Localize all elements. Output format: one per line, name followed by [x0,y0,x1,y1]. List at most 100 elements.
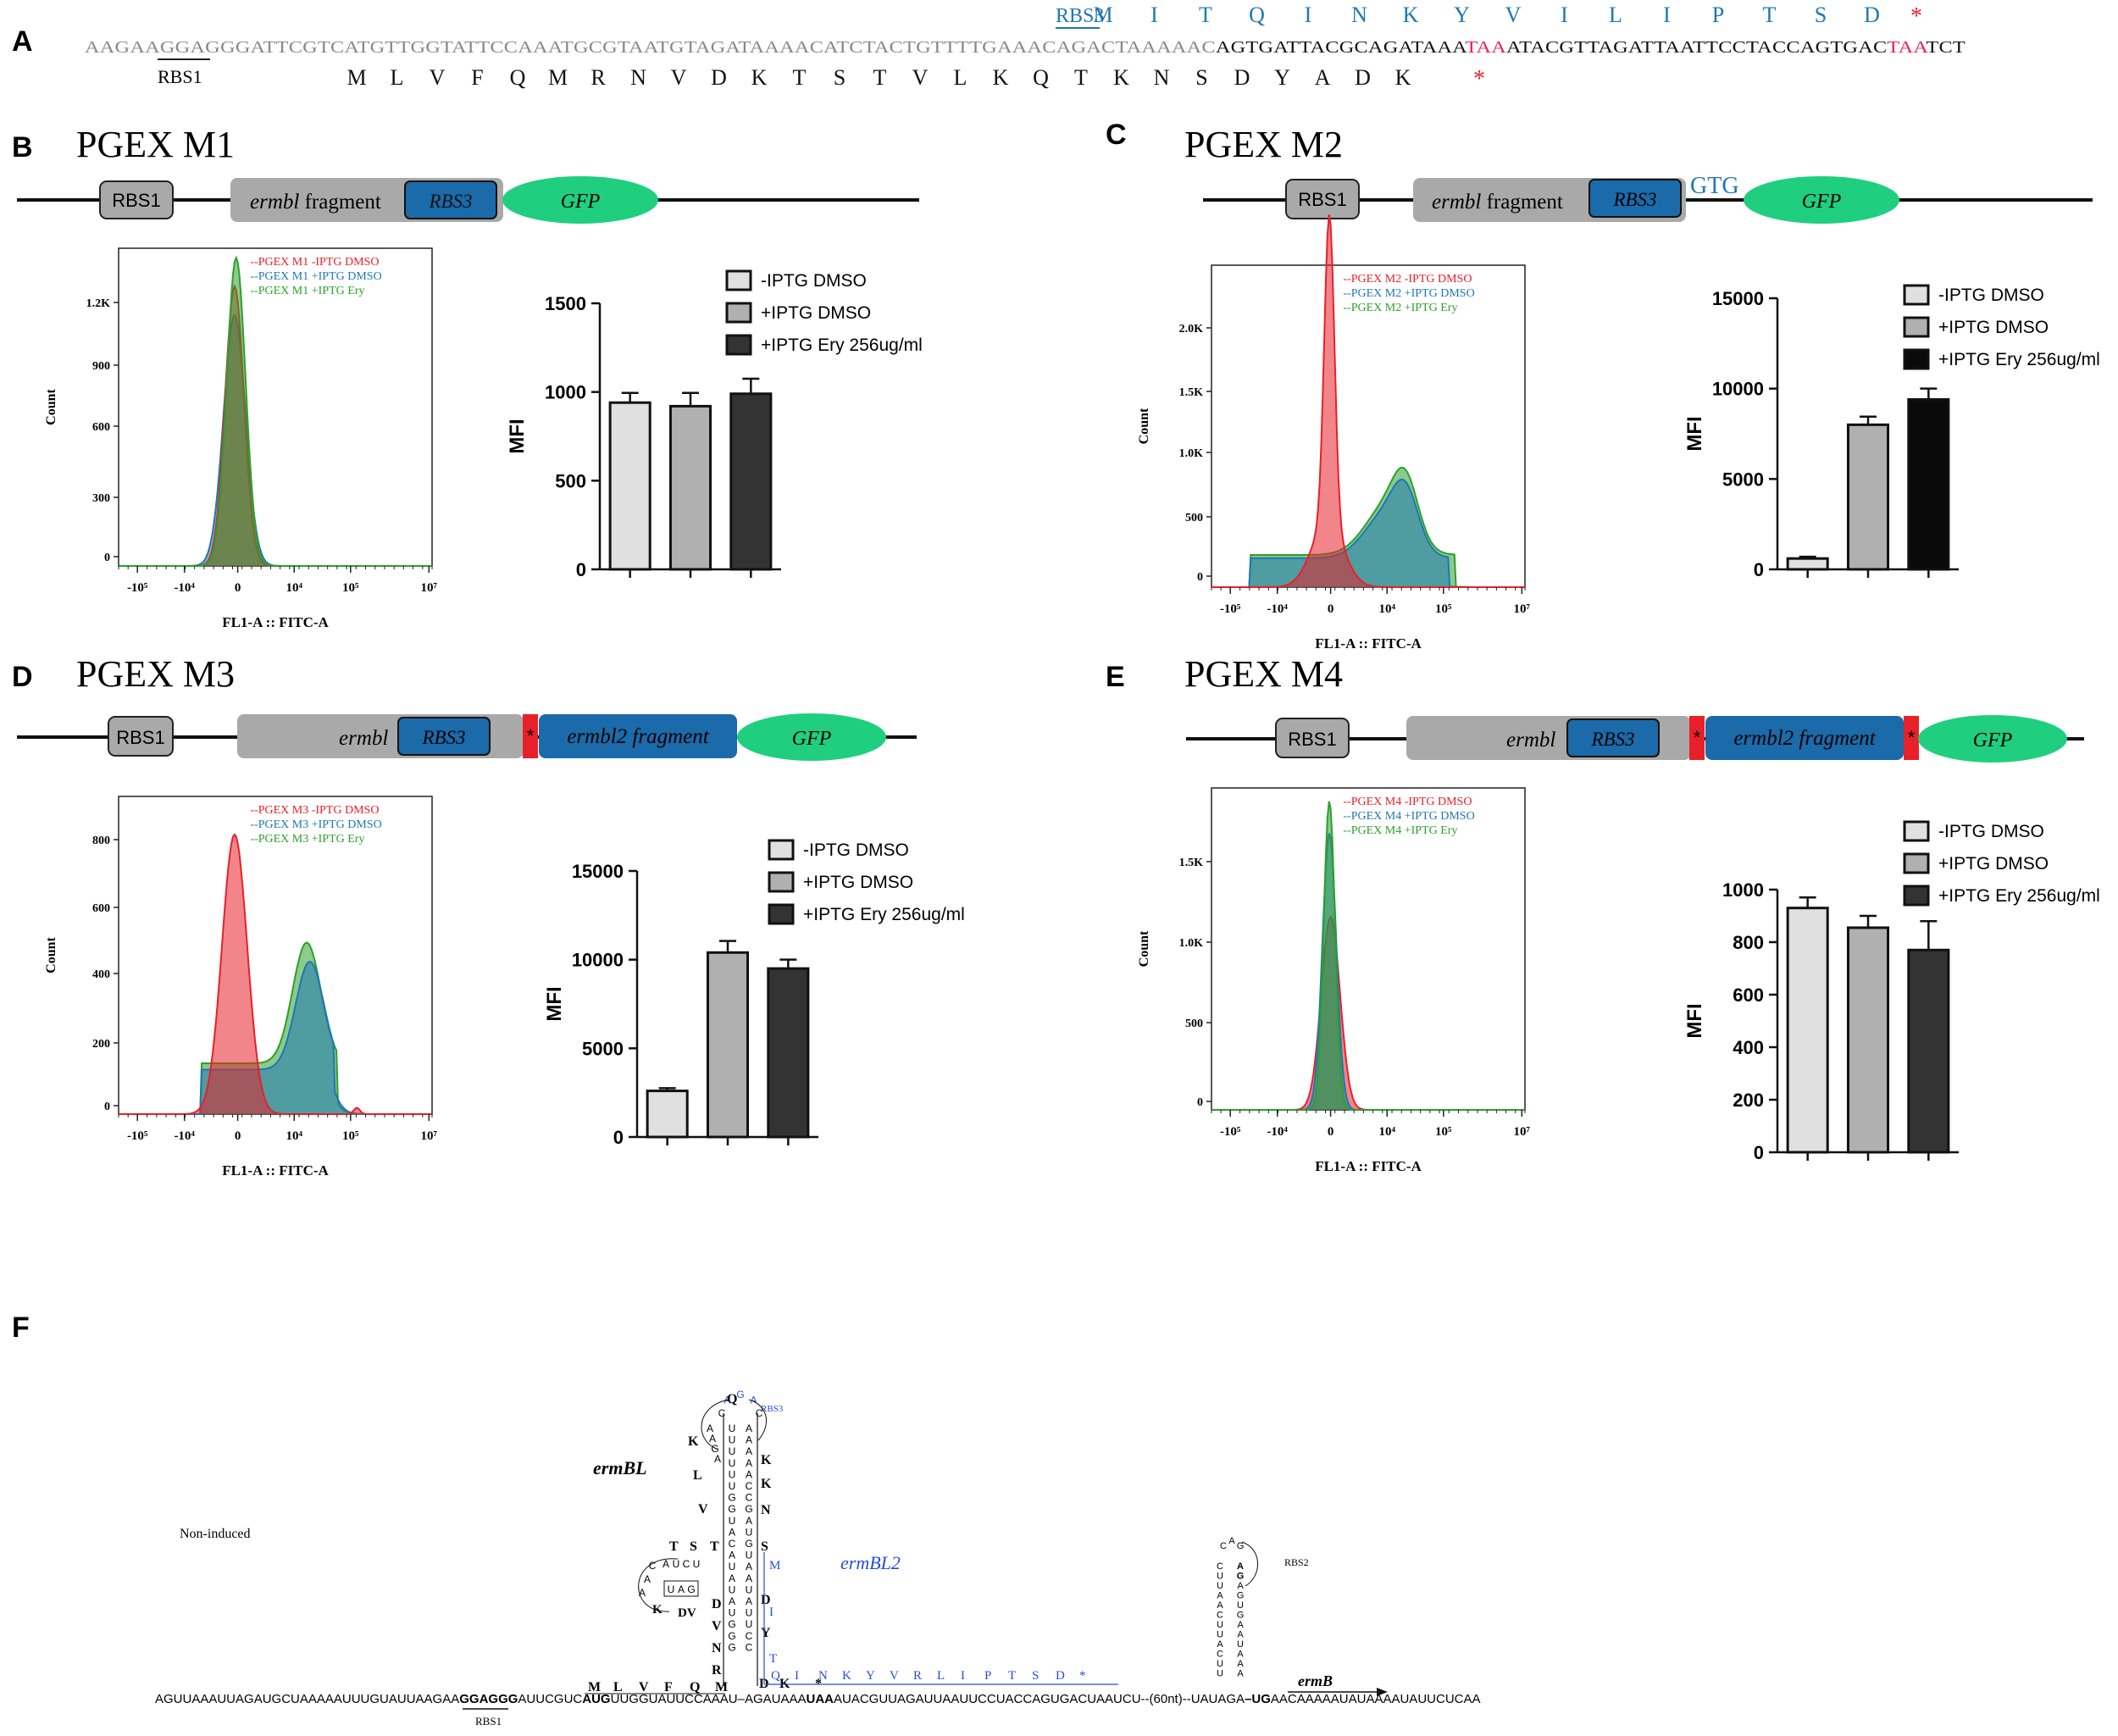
rbs1-label: RBS1 [158,66,202,87]
bulge-bottom-2: G [687,1583,695,1595]
aa-k-bulge: K [652,1603,663,1617]
C-hist-legend-0: --PGEX M2 -IPTG DMSO [1343,273,1472,286]
stem-left-4: U [729,1468,736,1480]
C-bar-ytick-label-3: 15000 [1712,288,1764,309]
stem-left-8: U [729,1515,736,1527]
bar-chart-c: 0 5000 10000 15000 MFI -IPTG DMSO +IPTG DMSO +I… [1683,284,2100,580]
loop-arc-right [748,1399,767,1441]
aa-leftcol-3: D [712,1597,722,1611]
seq-gray-rest: GGATTCGTCATGTTGGTATTCCAAATGCGTAATGTAGATA… [220,38,1216,57]
E-hist-xlabel-1: -10⁴ [1267,1125,1288,1139]
panel-f-letter: F [12,1312,30,1344]
stem-right-6: C [746,1492,753,1504]
histogram-e: --PGEX M4 -IPTG DMSO --PGEX M4 +IPTG DMSO… [1137,787,1531,1174]
E-hist-line-2 [1211,801,1525,1111]
construct-b-rbs3-label: RBS3 [428,191,472,212]
bulge-uag-box [663,1580,699,1597]
seq-black-1: AGTGATTACGCAGATAAA [1216,38,1468,57]
hp2-right-11: A [1237,1669,1244,1679]
ermbl-label: ermBL [593,1457,647,1478]
D-bar-ylabel: MFI [543,986,566,1021]
panel-e-title: PGEX M4 [1184,653,1343,695]
B-hist-legend-2: --PGEX M1 +IPTG Ery [250,285,364,297]
bottom-aa-stop: * [1473,66,1485,92]
blue-vertical-2: T [769,1652,777,1666]
C-bar-1 [1846,423,1890,571]
seq-stop-1: TAA [1465,38,1506,57]
aa-q: Q [727,1392,737,1406]
stem-right-5: C [746,1480,753,1492]
D-hist-xlabel-3: 10⁴ [286,1129,302,1143]
D-bar-ytick-label-3: 15000 [572,861,624,882]
top-aa-3: Q [1249,3,1265,27]
stem-left-12: U [729,1561,736,1572]
construct-d-fragment2-label: ermbl2 fragment [567,725,709,748]
loop-top-3: A [751,1394,757,1406]
E-bar-ytick-label-5: 1000 [1722,879,1764,901]
bseq-5: AUACGUUAGAUUAAUUCCUACCAGUGACUAAUCU [834,1692,1141,1706]
bseq-aug: AUG [582,1692,610,1706]
hp2-left-3: A [1217,1591,1223,1601]
hp2-right-8: U [1237,1639,1244,1650]
stem-left-16: U [729,1607,736,1619]
E-hist-xlabel-5: 10⁷ [1514,1125,1531,1139]
stem-left-3: U [729,1457,736,1469]
construct-b-fragment-text: fragment [299,191,381,214]
stem-left-6: G [728,1492,735,1504]
B-hist-ylabel-4: 0 [104,552,110,564]
D-bar-ytick-label-0: 0 [613,1127,624,1148]
bulge-top-1: U [673,1558,680,1570]
top-aa-8: V [1505,3,1522,27]
hp2-loop-0: C [1220,1541,1227,1551]
construct-e-gfp-label: GFP [1973,729,2013,752]
blue-horizontal-12: D [1056,1669,1065,1683]
blue-horizontal-11: S [1032,1669,1039,1683]
C-bar-legend-swatch-0 [1903,284,1930,306]
bulge-bottom-1: A [678,1583,685,1595]
E-hist-legend-1: --PGEX M4 +IPTG DMSO [1343,810,1474,823]
bottom-aa-13: T [873,65,887,90]
stem-left-14: U [729,1583,736,1595]
bottom-aa-0: M [347,65,366,90]
top-aa-2: T [1199,3,1212,27]
C-bar-ylabel: MFI [1683,416,1706,451]
C-bar-ytick-label-2: 10000 [1712,379,1764,400]
blue-horizontal-3: K [842,1669,851,1683]
rna-structure: UUUUUUGGUACAUAUAUGGGAAAAACCGAUGUAAUAUUCC… [585,1389,1258,1694]
bar-chart-d: 0 5000 10000 15000 MFI -IPTG DMSO +IPTG DMSO +I… [543,839,965,1148]
construct-d-stop-star: * [527,725,535,746]
stem-right-16: U [746,1607,753,1619]
stem-right-4: A [746,1468,752,1480]
stem-left-10: C [729,1538,736,1550]
hp2-left-10: U [1217,1659,1223,1669]
aa-k-top: K [761,1453,772,1467]
rbs2-label: RBS2 [1284,1556,1309,1568]
construct-c-rbs3-label: RBS3 [1612,189,1656,210]
blue-horizontal-1: I [795,1669,799,1683]
C-bar-legend-swatch-2 [1903,348,1930,370]
bar-chart-e: 0 200 400 600 800 1000 MFI -IPTG DMSO +IPTG DMSO… [1683,820,2100,1163]
E-bar-ytick-label-1: 200 [1733,1090,1764,1111]
D-bar-1 [706,951,750,1139]
aa-leftcol-0: R [712,1663,722,1678]
loop-left-2: G [711,1443,718,1455]
hp2-left-6: U [1217,1620,1223,1630]
blue-horizontal-13: * [1079,1669,1086,1683]
aa-leftcol-2: V [712,1619,722,1633]
seq-prefix: AAGAA [85,38,160,57]
C-hist-xlabel-2: 0 [1328,602,1334,616]
E-hist-xlabel-0: -10⁵ [1220,1125,1241,1139]
C-hist-ylabel-4: 0 [1197,571,1203,584]
C-hist-legend-1: --PGEX M2 +IPTG DMSO [1343,287,1474,300]
D-bar-ytick-label-2: 10000 [572,950,624,971]
bseq-ug: –UG [1245,1692,1271,1706]
hp2-left-0: C [1217,1561,1223,1572]
B-hist-xlabel-2: 0 [235,581,241,595]
bottom-aa-2: V [430,65,446,90]
D-bar-legend-1: +IPTG DMSO [803,873,913,892]
hp2-right-10: A [1237,1659,1244,1669]
E-hist-ylabel-2: 500 [1185,1018,1203,1030]
panel-d: D PGEX M3 RBS1 ermbl RBS3 * ermbl2 fragm… [12,653,965,1179]
bseq-6: UAUAGA [1191,1692,1245,1706]
aa-tst-0: T [669,1539,679,1554]
